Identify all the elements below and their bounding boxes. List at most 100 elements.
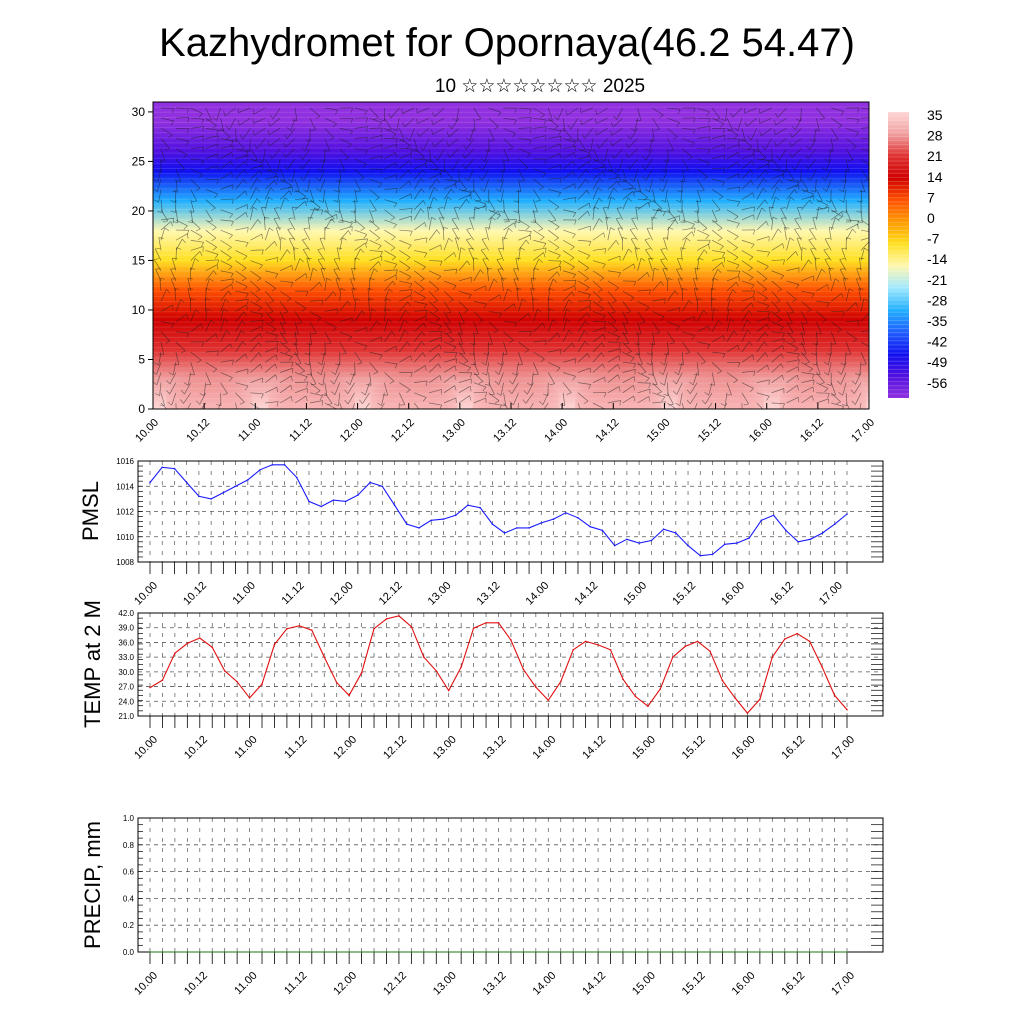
colorbar-label: 7	[927, 189, 935, 205]
temp-data-point	[398, 615, 400, 617]
wind-barb-flag	[538, 410, 541, 414]
wind-barb-flag	[172, 415, 177, 416]
temp-data-point	[224, 670, 226, 672]
wind-barb-flag	[872, 110, 874, 114]
pmsl-data-point	[296, 477, 298, 479]
precip-xtick-label: 11.00	[232, 970, 259, 997]
temp-data-point	[323, 656, 325, 658]
precip-data-point	[684, 951, 686, 953]
colorbar-label: 14	[927, 169, 943, 185]
pmsl-data-point	[382, 485, 384, 487]
pmsl-data-point	[479, 507, 481, 509]
precip-xtick-label: 12.12	[381, 970, 409, 998]
pmsl-data-point	[161, 467, 163, 469]
wind-barb-flag	[870, 312, 872, 316]
colorbar-label: -7	[927, 231, 940, 247]
wind-barb-flag	[195, 409, 198, 413]
precip-ytick-label: 0.4	[123, 894, 135, 903]
temp-ytick-label: 39.0	[118, 624, 134, 633]
precip-data-point	[435, 951, 437, 953]
wind-barb-flag	[555, 413, 559, 416]
temp-data-point	[535, 686, 537, 688]
pmsl-data-point	[504, 532, 506, 534]
precip-data-point	[199, 951, 201, 953]
pmsl-data-point	[247, 479, 249, 481]
wind-barb-flag	[761, 412, 765, 414]
wind-barb-flag	[689, 412, 693, 415]
pmsl-data-point	[443, 518, 445, 520]
temp-data-point	[684, 646, 686, 648]
temp-xtick-label: 14.00	[530, 734, 558, 762]
temp-data-point	[734, 697, 736, 699]
pmsl-data-point	[651, 540, 653, 542]
temp-data-point	[448, 690, 450, 692]
pmsl-data-point	[271, 464, 273, 466]
pmsl-series-line	[150, 465, 847, 556]
temp-data-point	[809, 641, 811, 643]
temp-xtick-label: 13.00	[431, 734, 459, 762]
pmsl-data-point	[785, 530, 787, 532]
precip-data-point	[411, 951, 413, 953]
precip-data-point	[535, 951, 537, 953]
precip-data-point	[809, 951, 811, 953]
precip-data-point	[796, 951, 798, 953]
colorbar-label: 0	[927, 210, 935, 226]
precip-data-point	[348, 951, 350, 953]
precip-data-point	[597, 951, 599, 953]
pmsl-data-point	[284, 464, 286, 466]
pmsl-data-point	[333, 499, 335, 501]
precip-data-point	[672, 951, 674, 953]
temp-data-point	[373, 628, 375, 630]
precip-data-point	[821, 951, 823, 953]
pmsl-data-point	[394, 504, 396, 506]
precip-ytick-label: 0.6	[123, 868, 135, 877]
temp-data-point	[174, 652, 176, 654]
precip-xtick-label: 15.00	[630, 970, 658, 998]
precip-data-point	[498, 951, 500, 953]
precip-data-point	[834, 951, 836, 953]
wind-barb-flag	[375, 411, 378, 415]
colorbar-label: 35	[927, 107, 943, 123]
precip-xtick-label: 10.12	[182, 970, 210, 998]
temp-data-point	[162, 679, 164, 681]
temp-data-point	[187, 643, 189, 645]
temp-data-point	[572, 649, 574, 651]
colorbar-label: -35	[927, 313, 947, 329]
temp-xtick-label: 16.00	[730, 734, 758, 762]
pmsl-ytick-label: 1014	[116, 482, 134, 491]
temp-data-point	[473, 627, 475, 629]
pmsl-data-point	[210, 498, 212, 500]
pmsl-data-point	[369, 482, 371, 484]
precip-xtick-label: 14.12	[580, 970, 608, 998]
pmsl-xtick-label: 15.00	[621, 580, 649, 608]
pmsl-data-point	[687, 545, 689, 547]
colorbar-label: -56	[927, 375, 947, 391]
pmsl-xtick-label: 10.12	[181, 580, 209, 608]
heatmap-xtick-label: 16.00	[747, 417, 775, 445]
precip-data-point	[174, 951, 176, 953]
temp-data-point	[821, 666, 823, 668]
temp-data-point	[784, 638, 786, 640]
precip-data-point	[697, 951, 699, 953]
pmsl-data-point	[345, 501, 347, 503]
temp-data-point	[299, 625, 301, 627]
pmsl-data-point	[540, 522, 542, 524]
precip-data-point	[336, 951, 338, 953]
temp-data-point	[834, 695, 836, 697]
wind-barb-flag	[674, 410, 678, 413]
wind-barb-flag	[738, 415, 743, 416]
pmsl-ytick-label: 1012	[116, 508, 134, 517]
pmsl-data-point	[797, 541, 799, 543]
temp-ytick-label: 30.0	[118, 668, 134, 677]
precip-data-point	[386, 951, 388, 953]
temp-data-point	[336, 682, 338, 684]
pmsl-data-point	[357, 494, 359, 496]
temp-data-point	[236, 681, 238, 683]
pmsl-data-point	[308, 501, 310, 503]
heatmap-xtick-label: 12.00	[338, 417, 366, 445]
temp-data-point	[709, 650, 711, 652]
wind-barb-flag	[513, 414, 518, 416]
precip-xtick-label: 10.00	[132, 970, 160, 998]
temp-xtick-label: 11.12	[282, 734, 309, 761]
